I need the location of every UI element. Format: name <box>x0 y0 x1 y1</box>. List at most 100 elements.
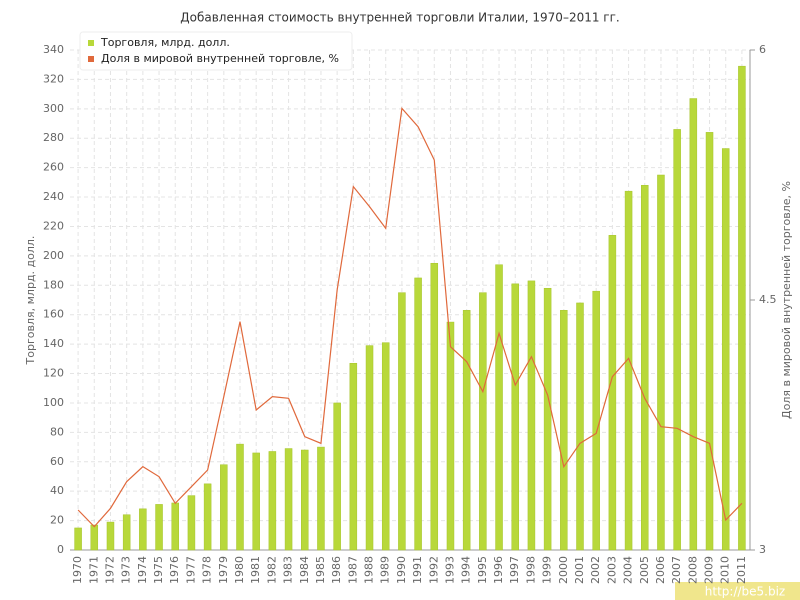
bar <box>171 502 179 551</box>
x-tick-label: 1985 <box>314 556 327 584</box>
bar <box>673 129 681 551</box>
bar <box>608 235 617 551</box>
bar <box>495 264 503 551</box>
y-tick-label: 180 <box>43 278 64 291</box>
y-tick-label: 20 <box>50 514 64 527</box>
y-tick-label: 340 <box>43 43 64 56</box>
x-tick-label: 2007 <box>670 556 683 584</box>
x-tick-label: 1990 <box>395 556 408 584</box>
bar <box>317 446 325 551</box>
y-tick-label: 120 <box>43 367 64 380</box>
bar <box>414 277 422 551</box>
x-tick-label: 1988 <box>363 556 376 584</box>
line <box>77 106 743 528</box>
y-tick-label: 220 <box>43 219 64 232</box>
x-tick-label: 1998 <box>524 556 537 584</box>
bar <box>592 290 600 551</box>
x-tick-label: 1971 <box>87 556 100 584</box>
bar <box>252 452 260 551</box>
bar <box>738 65 746 551</box>
watermark-box <box>675 582 800 600</box>
x-tick-label: 1996 <box>492 556 505 584</box>
bar <box>689 98 698 551</box>
x-tick-label: 2009 <box>703 556 716 584</box>
x-tick-label: 1970 <box>71 556 84 584</box>
x-tick-label: 2003 <box>605 556 618 584</box>
y-tick-label: 60 <box>50 455 64 468</box>
y2-tick-label: 4.5 <box>759 293 777 306</box>
x-tick-label: 1997 <box>508 556 521 584</box>
y-tick-label: 160 <box>43 308 64 321</box>
x-tick-label: 1972 <box>103 556 116 584</box>
bar <box>479 292 487 551</box>
bar <box>381 342 390 551</box>
y-axis-title: Торговля, млрд. долл. <box>24 236 37 366</box>
y-tick-label: 300 <box>43 102 64 115</box>
legend-label: Торговля, млрд. долл. <box>100 36 230 49</box>
x-tick-label: 1975 <box>152 556 165 584</box>
x-tick-label: 1973 <box>120 556 133 584</box>
x-tick-label: 1981 <box>249 556 262 584</box>
y2-tick-label: 3 <box>759 543 766 556</box>
y2-axis-title: Доля в мировой внутренней торговле, % <box>780 181 793 419</box>
y-tick-label: 40 <box>50 484 64 497</box>
bar <box>122 514 131 551</box>
x-tick-label: 2008 <box>686 556 699 584</box>
bar <box>462 310 471 551</box>
x-tick-label: 1993 <box>443 556 456 584</box>
y2-tick-label: 6 <box>759 43 766 56</box>
bar <box>657 174 665 551</box>
bar <box>624 190 633 551</box>
bar <box>301 449 309 551</box>
x-tick-label: 2005 <box>638 556 651 584</box>
x-tick-label: 2000 <box>557 556 570 584</box>
y-tick-label: 320 <box>43 72 64 85</box>
bar <box>511 283 519 551</box>
x-tick-label: 1995 <box>476 556 489 584</box>
bar <box>268 451 277 551</box>
bar <box>641 185 649 551</box>
bar <box>349 362 358 551</box>
y-tick-label: 100 <box>43 396 64 409</box>
bar <box>446 321 455 551</box>
x-tick-label: 1986 <box>330 556 343 584</box>
bar <box>90 524 99 551</box>
x-tick-label: 2001 <box>573 556 586 584</box>
bar <box>203 483 212 551</box>
x-tick-label: 1974 <box>136 556 149 584</box>
x-tick-label: 1983 <box>282 556 295 584</box>
bar <box>106 521 115 551</box>
x-tick-label: 2011 <box>735 556 748 584</box>
bar <box>560 310 568 551</box>
x-tick-label: 2010 <box>719 556 732 584</box>
x-tick-label: 1989 <box>379 556 392 584</box>
x-tick-label: 1999 <box>541 556 554 584</box>
x-tick-label: 1982 <box>265 556 278 584</box>
x-tick-label: 2006 <box>654 556 667 584</box>
bar <box>576 302 584 551</box>
x-tick-label: 1992 <box>427 556 440 584</box>
y-tick-label: 80 <box>50 425 64 438</box>
legend: Торговля, млрд. долл. Доля в мировой внут… <box>79 31 353 71</box>
y-tick-label: 240 <box>43 190 64 203</box>
y-tick-label: 260 <box>43 161 64 174</box>
bar <box>187 495 196 551</box>
x-tick-label: 2002 <box>589 556 602 584</box>
bar <box>721 148 730 551</box>
x-tick-label: 1977 <box>184 556 197 584</box>
bar <box>527 280 536 551</box>
bar <box>705 132 714 551</box>
x-tick-label: 2004 <box>622 556 635 584</box>
chart-title: Добавленная стоимость внутренней торговл… <box>180 11 619 25</box>
bar <box>398 292 406 551</box>
y-tick-label: 280 <box>43 131 64 144</box>
x-tick-label: 1991 <box>411 556 424 584</box>
bar <box>236 443 244 551</box>
x-tick-label: 1987 <box>346 556 359 584</box>
x-tick-label: 1976 <box>168 556 181 584</box>
legend-label: Доля в мировой внутренней торговле, % <box>101 52 339 65</box>
legend-box <box>79 31 353 71</box>
bar <box>333 402 341 551</box>
bar <box>365 345 374 551</box>
